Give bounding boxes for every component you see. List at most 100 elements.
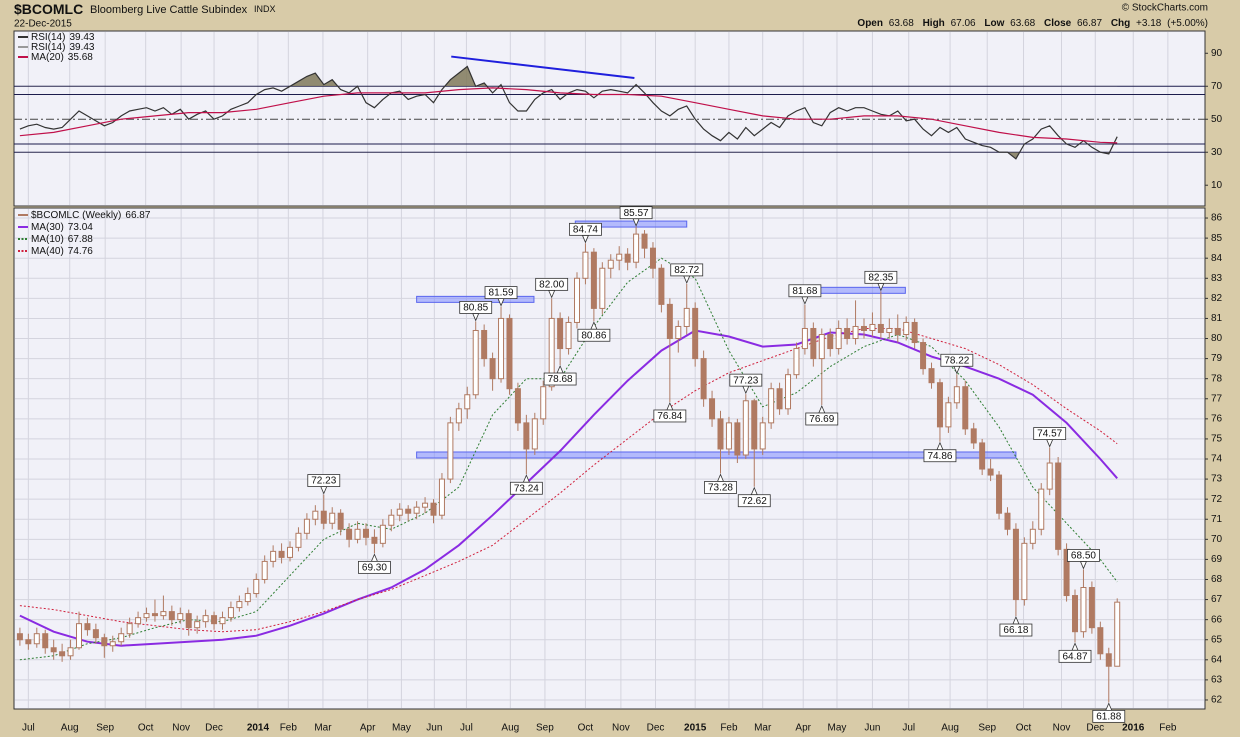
candle-body [574,277,581,323]
candle-body [270,550,277,562]
candle-body [177,613,184,621]
candle-body [827,334,834,350]
candle-body [430,502,437,516]
candle-body [759,422,766,450]
candle-body [987,468,994,476]
candle-body [835,327,842,350]
candle-body [362,528,369,538]
x-tick-label: 2015 [684,723,707,734]
rsi-legend: RSI(14) 39.43 [31,32,95,43]
candle-body [371,536,378,544]
annotation-box [864,270,898,284]
annotation-label: 85.57 [624,208,649,219]
candle-body [599,267,606,309]
price-legend-value: 66.87 [125,210,150,221]
ma-legend-name: MA(30) [31,222,64,233]
candle-body [287,546,294,558]
candle-body [717,418,724,450]
candle-body [498,317,505,380]
candle-body [658,267,665,305]
annotation-box [619,206,653,220]
annotation-box [670,263,704,277]
candle-body [793,348,800,376]
quote-value: 67.06 [951,18,976,29]
x-tick-label: Oct [578,723,594,734]
quote-label: Open [857,18,883,29]
x-tick-label: Apr [795,723,811,734]
candle-body [590,251,597,309]
x-tick-label: Feb [720,723,738,734]
candle-body [160,611,167,617]
x-tick-label: Apr [360,723,376,734]
rsi-tick-label: 70 [1211,81,1223,92]
candle-body [869,323,876,331]
y-tick-label: 77 [1211,393,1223,404]
header: $BCOMLC Bloomberg Live Cattle Subindex I… [14,1,275,17]
candle-body [1080,587,1087,633]
y-tick-label: 67 [1211,594,1223,605]
candle-body [253,578,260,595]
y-tick-label: 63 [1211,675,1223,686]
x-tick-label: Aug [61,723,79,734]
annotation-box [940,353,974,367]
annotation-label: 76.69 [809,414,834,425]
candle-body [725,422,732,450]
annotation-label: 78.68 [548,374,573,385]
quote: Open 63.68 High 67.06 Low 63.68 Close 66… [857,18,1208,29]
x-tick-label: Feb [280,723,298,734]
x-tick-label: May [392,723,411,734]
candle-body [109,641,116,647]
candle-body [962,386,969,430]
annotation-label: 73.24 [514,483,539,494]
candle-body [506,317,513,390]
x-tick-label: Sep [96,723,114,734]
rsi-tick-label: 30 [1211,147,1223,158]
candle-body [801,327,808,350]
candle-body [1012,528,1019,601]
candle-body [202,615,209,623]
candle-body [261,560,268,580]
candle-body [1072,595,1079,633]
quote-label: High [923,18,945,29]
quote-label: Chg [1111,18,1130,29]
candle-body [810,327,817,360]
y-tick-label: 86 [1211,213,1223,224]
annotation-label: 76.84 [657,411,682,422]
candle-body [346,528,353,540]
candle-body [742,400,749,456]
annotation-label: 69.30 [362,563,387,574]
y-tick-label: 65 [1211,634,1223,645]
candle-body [860,325,867,331]
candle-body [84,623,91,631]
annotation-box [577,328,611,342]
annotation-box [788,284,822,298]
candle-body [75,623,82,649]
candle-body [422,502,429,508]
candle-body [438,478,445,516]
candle-body [557,317,564,350]
candle-body [844,327,851,340]
candle-body [751,400,758,450]
x-tick-label: Jun [864,723,880,734]
x-tick-label: Nov [1053,723,1071,734]
rsi-ma-legend-name: MA(20) [31,52,64,63]
candle-body [785,374,792,410]
annotation-label: 72.62 [742,496,767,507]
candle-body [540,386,547,420]
x-tick-label: Mar [754,723,772,734]
annotation-label: 78.22 [944,355,969,366]
y-tick-label: 62 [1211,695,1223,706]
annotation-box [535,277,569,291]
y-tick-label: 75 [1211,434,1223,445]
y-tick-label: 72 [1211,494,1223,505]
x-tick-label: May [828,723,847,734]
candle-body [582,251,589,279]
candle-body [945,402,952,428]
x-tick-label: Oct [1016,723,1032,734]
candle-body [67,647,74,657]
candle-body [1114,601,1121,667]
annotation-box [704,481,737,494]
annotation-box [805,412,839,426]
x-tick-label: Sep [536,723,554,734]
